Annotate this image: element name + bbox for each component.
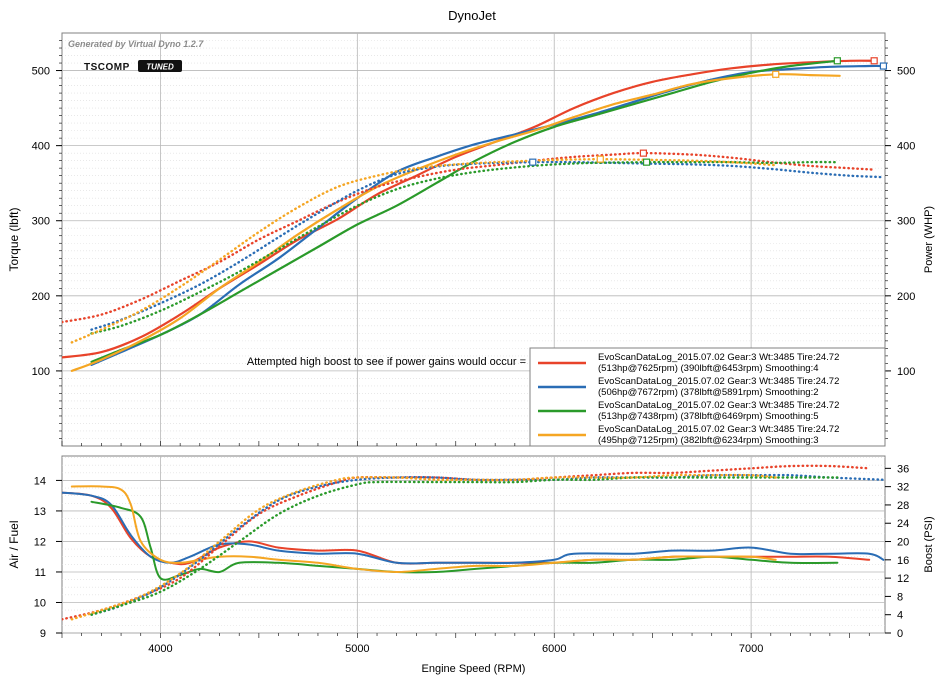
torque-series-line: [90, 160, 839, 335]
legend-line2: (513hp@7625rpm) (390lbft@6453rpm) Smooth…: [598, 363, 819, 374]
rpm-axis-label: Engine Speed (RPM): [422, 663, 526, 675]
peak-marker: [596, 155, 604, 163]
legend-line1: EvoScanDataLog_2015.07.02 Gear:3 Wt:3485…: [598, 376, 839, 387]
peak-markers: [529, 57, 888, 166]
boost-series-line: [90, 476, 839, 616]
afr-tick-label: 12: [34, 536, 46, 548]
legend-line1: EvoScanDataLog_2015.07.02 Gear:3 Wt:3485…: [598, 424, 839, 435]
boost-tick-label: 36: [897, 463, 909, 475]
boost-tick-label: 32: [897, 482, 909, 494]
power-tick-label: 400: [897, 141, 915, 153]
power-series-line: [70, 73, 841, 372]
boost-tick-label: 28: [897, 500, 909, 512]
torque-axis-label: Torque (lbft): [7, 207, 21, 271]
rpm-tick-label: 5000: [345, 643, 369, 655]
peak-marker: [833, 57, 841, 65]
legend-line2: (506hp@7672rpm) (378lbft@5891rpm) Smooth…: [598, 387, 819, 398]
peak-marker: [879, 62, 888, 70]
boost-tick-label: 24: [897, 518, 909, 530]
rpm-tick-label: 6000: [542, 643, 566, 655]
afr-tick-label: 9: [40, 628, 46, 640]
annotation-text: Attempted high boost to see if power gai…: [247, 356, 526, 368]
boost-tick-label: 8: [897, 591, 903, 603]
rpm-tick-label: 7000: [739, 643, 763, 655]
top-series-layer: [62, 59, 885, 372]
afr-tick-label: 13: [34, 506, 46, 518]
afr-tick-label: 10: [34, 597, 46, 609]
torque-tick-label: 400: [32, 141, 50, 153]
power-tick-label: 100: [897, 366, 915, 378]
boost-series-line: [70, 473, 777, 621]
chart-title: DynoJet: [448, 8, 496, 23]
power-axis-label: Power (WHP): [923, 206, 935, 273]
peak-marker: [870, 57, 878, 65]
legend-line1: EvoScanDataLog_2015.07.02 Gear:3 Wt:3485…: [598, 400, 839, 411]
afr-tick-label: 11: [35, 567, 46, 579]
legend: EvoScanDataLog_2015.07.02 Gear:3 Wt:3485…: [529, 347, 886, 447]
bottom-axes: 9 10 11 12 13 14 0 4 8 12 16 20 24 28 32 36 4000 5000 6000…: [7, 463, 935, 675]
power-tick-label: 500: [897, 66, 915, 78]
legend-line2: (495hp@7125rpm) (382lbft@6234rpm) Smooth…: [598, 435, 819, 446]
logo-right-text: TUNED: [146, 63, 174, 72]
torque-series-line: [62, 151, 876, 324]
boost-axis-label: Boost (PSI): [923, 516, 935, 572]
watermark-text: Generated by Virtual Dyno 1.2.7: [68, 39, 204, 49]
rpm-tick-label: 4000: [148, 643, 172, 655]
torque-series-line: [70, 158, 777, 344]
peak-marker: [772, 70, 780, 78]
afr-series-line: [70, 485, 777, 573]
boost-tick-label: 20: [897, 537, 909, 549]
bottom-series-layer: [62, 464, 885, 621]
legend-line2: (513hp@7438rpm) (378lbft@6469rpm) Smooth…: [598, 411, 819, 422]
boost-tick-label: 12: [897, 573, 909, 585]
bottom-plot-frame: [61, 455, 886, 634]
tscomp-logo: TSCOMP TUNED: [84, 60, 182, 73]
power-tick-label: 300: [897, 216, 915, 228]
peak-marker: [642, 158, 651, 166]
boost-tick-label: 4: [897, 610, 903, 622]
power-tick-label: 200: [897, 291, 915, 303]
torque-tick-label: 100: [32, 366, 50, 378]
afr-tick-label: 14: [34, 475, 46, 487]
boost-tick-label: 0: [897, 628, 903, 640]
bottom-grid: [62, 456, 885, 634]
peak-marker: [529, 158, 537, 166]
torque-tick-label: 500: [32, 66, 50, 78]
logo-badge: [138, 60, 182, 72]
logo-left-text: TSCOMP: [84, 62, 130, 73]
legend-line1: EvoScanDataLog_2015.07.02 Gear:3 Wt:3485…: [598, 352, 839, 363]
top-grid: [62, 33, 885, 446]
afr-axis-label: Air / Fuel: [7, 520, 21, 568]
power-series-line: [90, 59, 839, 363]
boost-tick-label: 16: [897, 555, 909, 567]
torque-tick-label: 200: [32, 291, 50, 303]
peak-marker: [639, 149, 648, 157]
torque-tick-label: 300: [32, 216, 50, 228]
legend-frame: [529, 347, 886, 447]
